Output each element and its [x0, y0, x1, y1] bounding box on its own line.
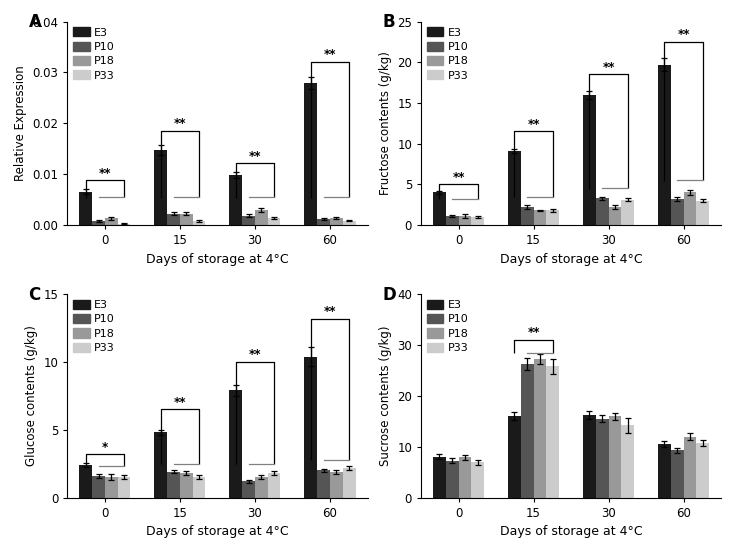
Text: **: **: [323, 49, 336, 61]
Bar: [658, 65, 671, 225]
Text: **: **: [527, 118, 539, 131]
Bar: [671, 450, 684, 497]
Bar: [243, 216, 255, 225]
Bar: [696, 443, 709, 497]
Bar: [508, 416, 521, 497]
Text: **: **: [248, 150, 261, 163]
Bar: [658, 444, 671, 497]
Text: **: **: [452, 171, 465, 184]
Bar: [534, 359, 546, 497]
Bar: [243, 481, 255, 497]
Bar: [304, 357, 318, 497]
Bar: [318, 470, 330, 497]
Bar: [546, 210, 559, 225]
Bar: [180, 473, 193, 497]
Bar: [343, 221, 356, 225]
Bar: [330, 219, 343, 225]
Bar: [471, 217, 484, 225]
Text: **: **: [248, 348, 261, 361]
Bar: [583, 95, 596, 225]
Y-axis label: Fructose contents (g/kg): Fructose contents (g/kg): [379, 51, 392, 195]
Bar: [596, 419, 609, 497]
Bar: [343, 468, 356, 497]
Text: **: **: [173, 118, 186, 130]
Bar: [609, 416, 621, 497]
Bar: [268, 473, 281, 497]
Bar: [696, 200, 709, 225]
Bar: [471, 463, 484, 497]
Legend: E3, P10, P18, P33: E3, P10, P18, P33: [424, 25, 471, 83]
Bar: [583, 415, 596, 497]
Bar: [459, 458, 471, 497]
Text: **: **: [173, 396, 186, 409]
Bar: [154, 432, 168, 497]
Bar: [508, 151, 521, 225]
Text: B: B: [382, 13, 395, 31]
Bar: [534, 210, 546, 225]
Y-axis label: Relative Expression: Relative Expression: [14, 66, 27, 181]
Y-axis label: Glucose contents (g/kg): Glucose contents (g/kg): [25, 325, 38, 466]
Bar: [118, 224, 131, 225]
Bar: [168, 472, 180, 497]
Bar: [446, 216, 459, 225]
Bar: [621, 200, 634, 225]
Bar: [180, 214, 193, 225]
Legend: E3, P10, P18, P33: E3, P10, P18, P33: [71, 25, 118, 83]
Text: C: C: [29, 286, 40, 304]
Bar: [521, 207, 534, 225]
Bar: [304, 83, 318, 225]
Bar: [521, 364, 534, 497]
Bar: [105, 477, 118, 497]
Bar: [118, 477, 131, 497]
Bar: [168, 214, 180, 225]
Bar: [105, 219, 118, 225]
Bar: [433, 193, 446, 225]
Legend: E3, P10, P18, P33: E3, P10, P18, P33: [424, 298, 471, 355]
Bar: [433, 457, 446, 497]
Text: *: *: [102, 441, 108, 454]
Text: **: **: [98, 167, 111, 180]
Y-axis label: Sucrose contents (g/kg): Sucrose contents (g/kg): [379, 326, 392, 466]
X-axis label: Days of storage at 4°C: Days of storage at 4°C: [500, 253, 642, 266]
Bar: [154, 150, 168, 225]
Bar: [79, 465, 92, 497]
X-axis label: Days of storage at 4°C: Days of storage at 4°C: [146, 525, 289, 538]
Text: **: **: [527, 326, 539, 339]
Bar: [193, 221, 206, 225]
Bar: [229, 390, 243, 497]
Bar: [546, 367, 559, 497]
Text: A: A: [29, 13, 41, 31]
Text: **: **: [603, 61, 615, 74]
Legend: E3, P10, P18, P33: E3, P10, P18, P33: [71, 298, 118, 355]
Bar: [609, 207, 621, 225]
Bar: [684, 193, 696, 225]
Bar: [446, 461, 459, 497]
Bar: [621, 426, 634, 497]
Bar: [229, 175, 243, 225]
Text: D: D: [382, 286, 396, 304]
Bar: [268, 219, 281, 225]
Bar: [92, 221, 105, 225]
Bar: [318, 219, 330, 225]
Bar: [684, 437, 696, 497]
Bar: [671, 199, 684, 225]
Bar: [255, 477, 268, 497]
Text: **: **: [678, 28, 690, 41]
Bar: [255, 210, 268, 225]
Bar: [596, 198, 609, 225]
Bar: [459, 216, 471, 225]
Bar: [330, 472, 343, 497]
Bar: [92, 476, 105, 497]
X-axis label: Days of storage at 4°C: Days of storage at 4°C: [146, 253, 289, 266]
Bar: [79, 192, 92, 225]
Bar: [193, 477, 206, 497]
X-axis label: Days of storage at 4°C: Days of storage at 4°C: [500, 525, 642, 538]
Text: **: **: [323, 305, 336, 317]
